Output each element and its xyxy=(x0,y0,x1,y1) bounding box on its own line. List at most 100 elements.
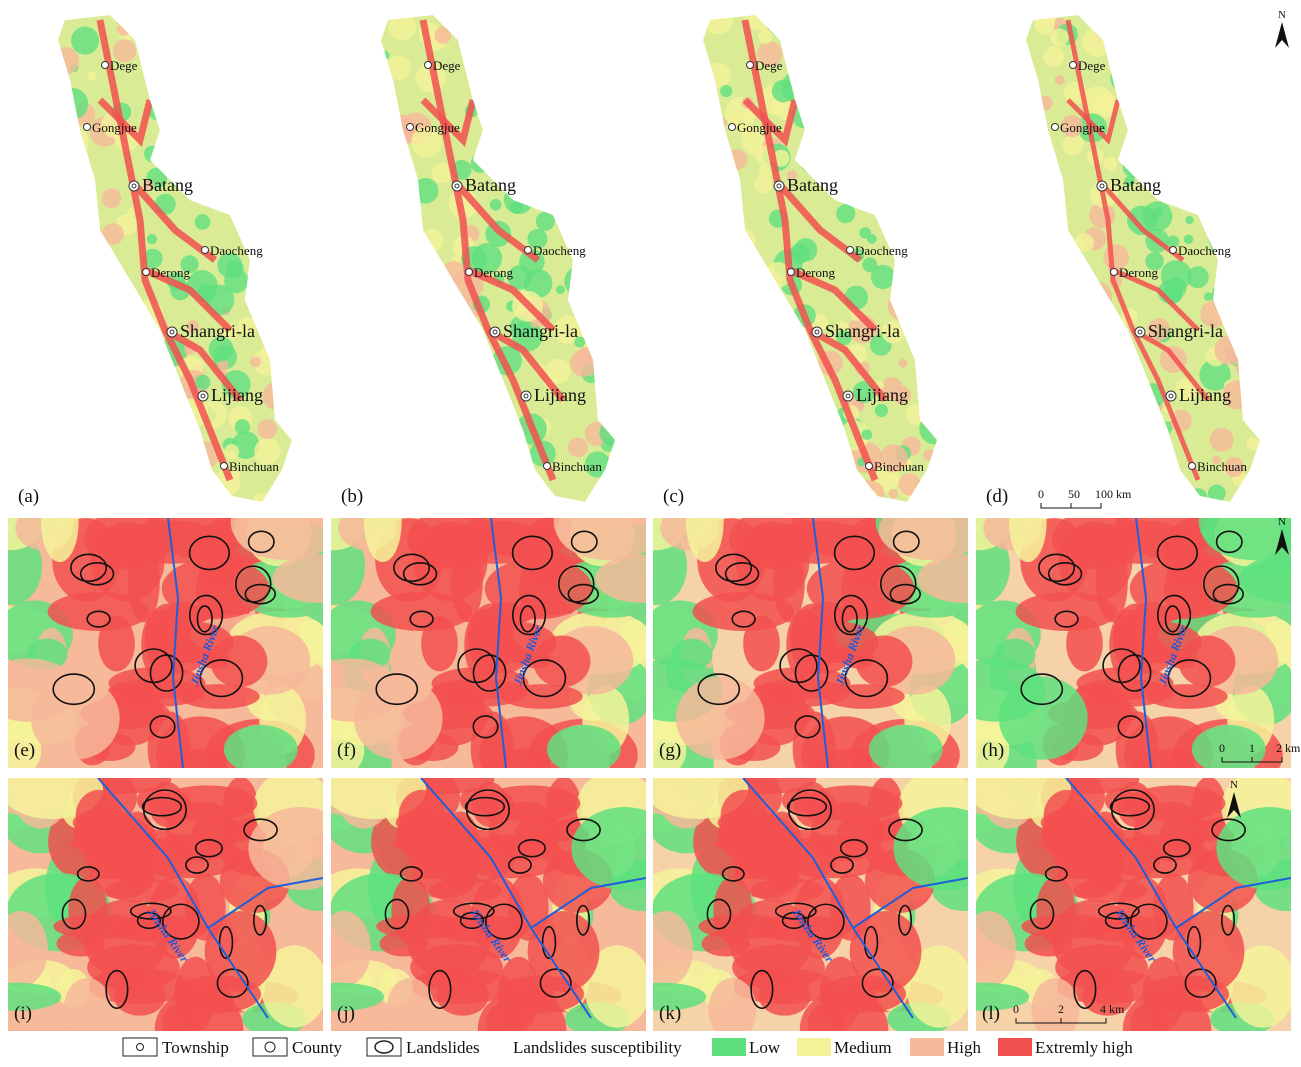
patch xyxy=(863,15,877,26)
landslide xyxy=(731,610,756,628)
town-label: Binchuan xyxy=(1197,459,1247,474)
patch xyxy=(708,977,757,1031)
town-marker xyxy=(846,246,854,254)
landslide xyxy=(459,911,485,930)
patch xyxy=(1124,454,1150,479)
patch xyxy=(851,183,877,210)
legend-label: Low xyxy=(749,1038,781,1057)
patch xyxy=(1245,22,1260,42)
town-marker xyxy=(128,180,140,192)
patch xyxy=(240,168,265,193)
landslide xyxy=(1167,659,1212,698)
landslide xyxy=(216,968,249,998)
landslide xyxy=(566,818,601,842)
patch xyxy=(147,52,162,67)
patch xyxy=(250,23,277,50)
legend-symbol xyxy=(374,1040,394,1054)
patch xyxy=(162,122,188,148)
patch xyxy=(1203,292,1213,301)
patch xyxy=(564,160,590,185)
patch xyxy=(587,189,605,207)
patch xyxy=(435,274,454,292)
patch xyxy=(1046,315,1072,340)
patch xyxy=(1081,976,1134,1016)
landslide xyxy=(1109,796,1151,817)
patch xyxy=(836,329,852,346)
town-marker xyxy=(811,326,823,338)
landslide xyxy=(384,898,410,930)
patch xyxy=(194,214,211,230)
patch xyxy=(415,285,429,299)
town-label: Gongjue xyxy=(1060,120,1105,135)
scale-label: 0 xyxy=(1219,741,1225,755)
legend-symbol xyxy=(264,1041,276,1053)
patch xyxy=(758,28,773,44)
patch xyxy=(1071,418,1096,443)
patch xyxy=(555,285,565,295)
patch xyxy=(653,982,707,1011)
landslide xyxy=(750,969,774,1010)
patch xyxy=(381,215,392,241)
legend-label: Extremly high xyxy=(1035,1038,1133,1057)
patch xyxy=(277,399,292,416)
valley xyxy=(466,266,556,333)
patch xyxy=(404,254,426,276)
patch xyxy=(422,412,435,425)
patch xyxy=(1058,372,1085,398)
patch xyxy=(570,349,598,377)
landslide xyxy=(570,530,598,554)
patch xyxy=(874,36,883,45)
patch xyxy=(207,116,223,131)
patch xyxy=(282,111,292,135)
patch xyxy=(1145,251,1164,271)
patch xyxy=(715,306,739,330)
patch xyxy=(844,80,872,107)
town-label: Binchuan xyxy=(552,459,602,474)
patch xyxy=(276,352,288,364)
landslide xyxy=(511,535,554,571)
patch xyxy=(387,209,416,238)
landslide xyxy=(188,594,224,636)
patch xyxy=(830,48,844,62)
patch xyxy=(567,437,588,458)
patch xyxy=(726,149,748,170)
legend-symbol xyxy=(136,1043,144,1051)
landslide xyxy=(393,553,431,583)
patch xyxy=(1157,125,1169,137)
patch xyxy=(892,195,906,209)
town-label: Binchuan xyxy=(229,459,279,474)
patch xyxy=(240,161,260,181)
patch xyxy=(250,356,261,368)
patch xyxy=(1187,192,1201,206)
north-label: N xyxy=(1278,516,1286,528)
landslide xyxy=(196,605,213,633)
patch xyxy=(784,344,813,373)
patch xyxy=(1194,183,1219,208)
patch xyxy=(1182,140,1196,153)
river xyxy=(490,518,507,768)
panel-label: (f) xyxy=(337,740,356,761)
town-marker xyxy=(201,246,209,254)
patch xyxy=(411,126,442,158)
patch xyxy=(771,79,795,103)
landslide xyxy=(129,902,172,920)
patch xyxy=(599,419,615,446)
patch xyxy=(713,310,723,320)
town-marker xyxy=(543,462,551,470)
patch xyxy=(1186,77,1215,106)
patch xyxy=(40,518,79,563)
town-label: Derong xyxy=(1119,265,1158,280)
patch xyxy=(62,176,86,201)
landslide xyxy=(879,565,917,603)
patch xyxy=(1129,557,1238,620)
patch xyxy=(505,87,535,117)
landslide xyxy=(86,610,111,628)
patch xyxy=(778,835,888,879)
patch xyxy=(808,401,831,424)
patch xyxy=(793,377,823,407)
patch xyxy=(800,153,820,173)
valley xyxy=(788,266,878,333)
landslide xyxy=(844,659,889,698)
patch xyxy=(553,315,583,344)
